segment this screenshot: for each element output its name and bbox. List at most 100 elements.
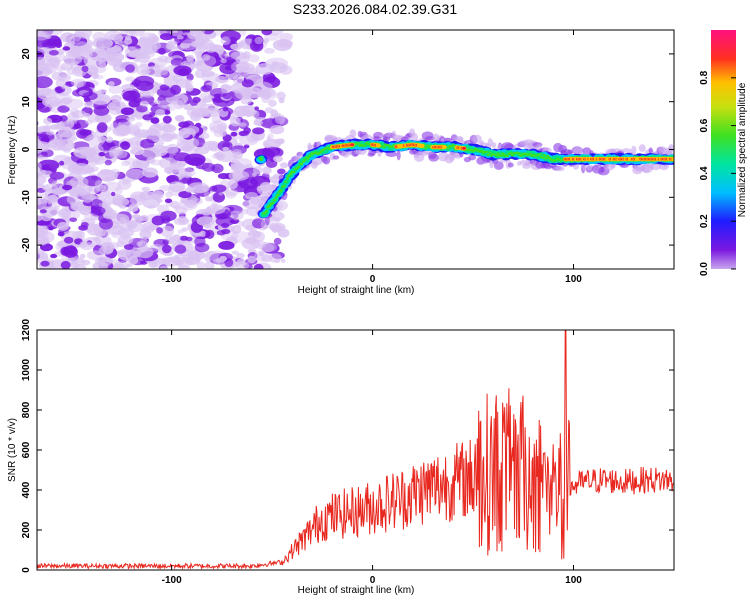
spectrogram-noise-blob	[62, 184, 73, 191]
spectrogram-noise-blob	[213, 152, 220, 158]
spectrogram-track-band	[474, 147, 477, 150]
spectrogram-noise-blob	[121, 141, 129, 147]
spectrogram-noise-blob	[124, 126, 141, 135]
spectrogram-noise-blob	[99, 217, 113, 230]
spectrogram-noise-blob	[166, 143, 179, 154]
spectrogram-track-halo	[668, 144, 674, 153]
spectrogram-noise-blob	[177, 265, 191, 269]
spectrogram-noise-blob	[125, 168, 145, 180]
spectrogram-noise-blob	[113, 264, 124, 269]
spectrogram-noise-blob	[104, 159, 113, 166]
spectrogram-noise-blob	[60, 261, 71, 269]
spectrogram-track-band	[274, 196, 278, 199]
spectrogram-noise-blob	[201, 54, 211, 61]
spectrogram-noise-blob	[168, 167, 180, 174]
spectrogram-track-halo	[556, 166, 565, 172]
spectrogram-noise-blob	[276, 138, 285, 144]
spectrogram-noise-blob	[48, 226, 54, 231]
spectrogram-noise-blob	[147, 33, 158, 44]
spectrogram-track-band	[323, 149, 329, 154]
spectrogram-noise-blob	[40, 243, 53, 252]
spectrogram-noise-blob	[59, 160, 65, 166]
spectrogram-track-hot	[462, 146, 466, 150]
spectrogram-noise-blob	[37, 161, 42, 173]
snr-frame	[36, 329, 675, 571]
spectrogram-noise-blob	[166, 175, 177, 183]
spectrogram-noise-blob	[253, 263, 264, 269]
spectrogram-noise-blob	[225, 189, 239, 197]
spectrogram-track-band	[289, 172, 293, 175]
spectrogram-track-band	[472, 149, 476, 152]
spectrogram-noise-blob	[133, 58, 140, 63]
spectrogram-noise-blob	[261, 254, 273, 263]
spectrogram-noise-blob	[241, 79, 254, 88]
spectrogram-noise-blob	[117, 178, 132, 190]
spectrogram-track-halo	[638, 144, 646, 153]
spectrogram-noise-blob	[137, 246, 154, 259]
spectrogram-noise-blob	[129, 194, 146, 206]
spectrogram-noise-blob	[119, 248, 131, 257]
spectrogram-noise-blob	[170, 84, 182, 95]
spectrogram-noise-blob	[75, 41, 88, 49]
spectrogram-noise-blob	[108, 81, 115, 87]
spectrogram-noise-blob	[175, 206, 188, 215]
spectrogram-noise-blob	[66, 36, 75, 42]
spectrogram-noise-blob	[103, 177, 111, 183]
spectrogram-noise-blob	[174, 254, 179, 260]
spectrogram-track-halo	[468, 154, 477, 161]
spectrogram-noise-blob	[121, 160, 131, 167]
spectrogram-noise-blob	[95, 49, 104, 54]
spectrogram-noise-blob	[180, 139, 189, 144]
spectrogram-noise-blob	[245, 192, 258, 200]
spectrogram-noise-blob	[125, 64, 135, 73]
spectrogram-noise-blob	[173, 152, 191, 162]
spectrogram-track-halo	[349, 129, 357, 138]
spectrogram-noise-blob	[187, 250, 206, 260]
spectrogram-noise-blob	[264, 47, 275, 54]
spectrogram-track-band	[499, 154, 503, 158]
spectrogram-noise-blob	[51, 71, 69, 81]
spectrogram-noise-blob	[176, 35, 184, 40]
spectrogram-noise-blob	[43, 183, 58, 192]
spectrogram-noise-blob	[91, 206, 106, 216]
spectrogram-track-band	[308, 154, 312, 158]
spectrogram-noise-blob	[233, 105, 250, 117]
spectrogram-noise-blob	[201, 210, 212, 216]
spectrogram-noise-blob	[47, 194, 59, 203]
spectrogram-noise-blob	[153, 238, 169, 248]
spectrogram-track-band	[496, 152, 500, 155]
spectrogram-noise-blob	[103, 181, 121, 192]
spectrogram-noise-blob	[229, 116, 241, 127]
spectrogram-ytick-label: -10	[21, 190, 32, 205]
spectrogram-ytick-label: 0	[21, 146, 32, 152]
spectrogram-noise-blob	[237, 258, 245, 264]
spectrogram-noise-blob	[189, 197, 203, 205]
spectrogram-noise-blob	[91, 72, 99, 80]
spectrogram-noise-blob	[98, 152, 106, 157]
spectrogram-noise-blob	[101, 202, 112, 208]
spectrogram-noise-blob	[146, 157, 156, 164]
spectrogram-xtick-label: 100	[565, 274, 582, 285]
spectrogram-noise-blob	[263, 39, 269, 44]
spectrogram-noise-blob	[278, 32, 294, 41]
spectrogram-noise-blob	[152, 41, 161, 50]
spectrogram-xlabel: Height of straight line (km)	[298, 285, 415, 296]
spectrogram-noise-blob	[220, 58, 227, 64]
spectrogram-noise-blob	[212, 258, 222, 265]
spectrogram-noise-blob	[131, 214, 141, 219]
spectrogram-noise-blob	[160, 210, 177, 222]
spectrogram-noise-blob	[120, 30, 129, 35]
spectrogram-track-halo	[572, 146, 584, 154]
spectrogram-noise-blob	[136, 105, 148, 113]
spectrogram-noise-blob	[252, 127, 265, 135]
spectrogram-track-band	[486, 153, 490, 157]
spectrogram-noise-blob	[254, 106, 260, 111]
spectrogram-track-halo	[649, 163, 662, 171]
spectrogram-noise-blob	[84, 101, 94, 108]
spectrogram-noise-blob	[219, 62, 237, 75]
spectrogram-noise-blob	[94, 180, 104, 189]
spectrogram-track-band	[510, 154, 514, 157]
spectrogram-noise-blob	[174, 115, 184, 122]
spectrogram-noise-blob	[124, 157, 138, 165]
